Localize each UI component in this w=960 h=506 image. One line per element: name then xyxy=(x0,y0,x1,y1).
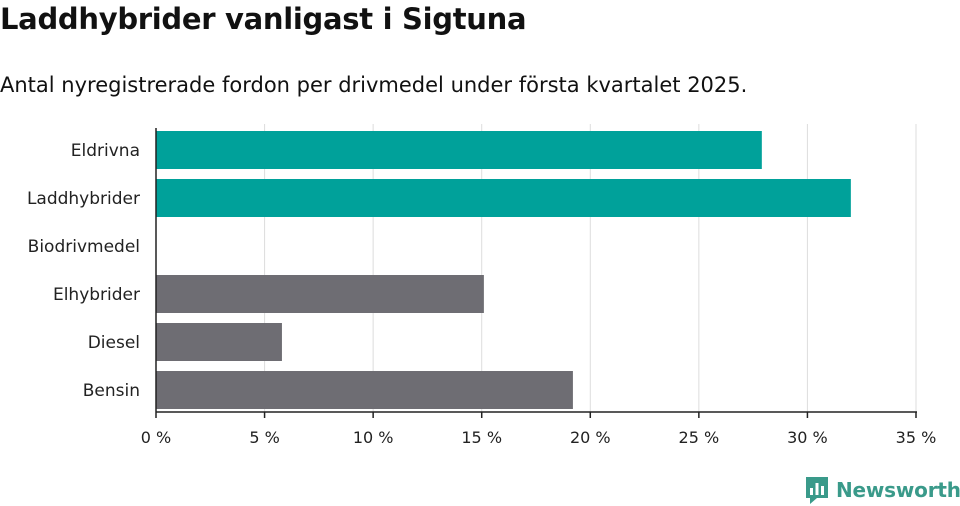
category-label: Biodrivmedel xyxy=(28,237,140,257)
bar xyxy=(156,131,762,169)
brand-logo: Newsworthy xyxy=(804,474,960,506)
x-tick-label: 35 % xyxy=(896,428,937,447)
x-tick-label: 15 % xyxy=(461,428,502,447)
bar xyxy=(156,371,573,409)
bar xyxy=(156,179,851,217)
x-tick-label: 20 % xyxy=(570,428,611,447)
x-tick-label: 0 % xyxy=(141,428,171,447)
bar xyxy=(156,323,282,361)
category-label: Eldrivna xyxy=(71,141,140,161)
category-label: Laddhybrider xyxy=(27,189,140,209)
category-label: Elhybrider xyxy=(53,285,140,305)
x-tick-label: 25 % xyxy=(679,428,720,447)
chart-subtitle: Antal nyregistrerade fordon per drivmede… xyxy=(0,73,748,97)
category-label: Bensin xyxy=(83,381,140,401)
bar-chart-logo-icon xyxy=(806,477,828,504)
x-tick-label: 5 % xyxy=(249,428,279,447)
category-label: Diesel xyxy=(88,333,140,353)
x-tick-label: 30 % xyxy=(787,428,828,447)
bar-chart: Eldrivna Laddhybrider Biodrivmedel Elhybrid… xyxy=(27,124,937,447)
x-tick-label: 10 % xyxy=(353,428,394,447)
chart-title: Laddhybrider vanligast i Sigtuna xyxy=(0,2,527,36)
brand-name: Newsworthy xyxy=(836,478,960,502)
bar xyxy=(156,275,484,313)
